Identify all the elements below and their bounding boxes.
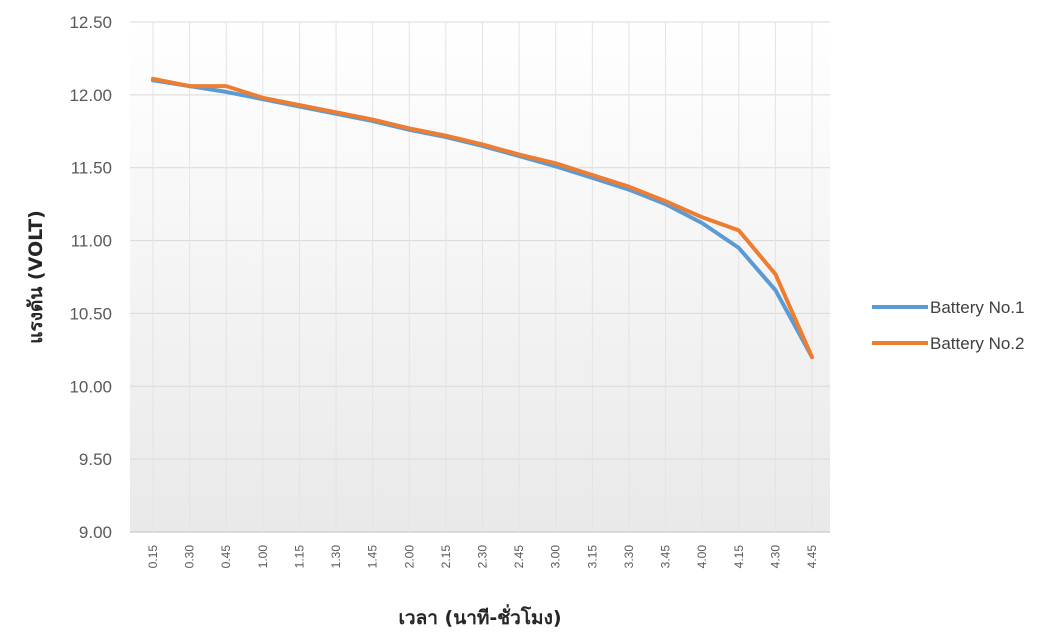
y-tick-label: 10.50 — [69, 304, 112, 323]
x-tick-label: 2.45 — [512, 545, 526, 569]
y-tick-label: 12.00 — [69, 86, 112, 105]
legend-label: Battery No.1 — [930, 298, 1025, 317]
x-tick-label: 1.30 — [329, 545, 343, 569]
y-tick-label: 10.00 — [69, 377, 112, 396]
series-line — [151, 76, 814, 360]
x-tick-label: 0.45 — [219, 545, 233, 569]
y-tick-label: 11.00 — [71, 232, 112, 251]
x-tick-label: 0.30 — [183, 545, 197, 569]
y-tick-label: 9.00 — [79, 523, 112, 542]
x-tick-label: 2.00 — [402, 545, 416, 569]
x-tick-label: 4.45 — [805, 545, 819, 569]
x-tick-label: 4.30 — [768, 545, 782, 569]
x-tick-label: 4.00 — [695, 545, 709, 569]
x-tick-label: 3.30 — [622, 545, 636, 569]
x-tick-label: 3.45 — [659, 545, 673, 569]
plot-area — [130, 22, 830, 532]
y-axis-title: แรงดัน (VOLT) — [25, 210, 47, 343]
y-tick-label: 9.50 — [79, 450, 112, 469]
x-tick-label: 1.00 — [256, 545, 270, 569]
x-tick-label: 2.15 — [439, 545, 453, 569]
legend: Battery No.1 Battery No.2 — [872, 298, 1025, 353]
x-tick-label: 1.15 — [292, 545, 306, 569]
y-tick-label: 11.50 — [71, 159, 112, 178]
x-tick-label: 3.15 — [585, 545, 599, 569]
x-tick-label: 1.45 — [366, 545, 380, 569]
x-tick-label: 3.00 — [549, 545, 563, 569]
x-tick-label: 0.15 — [146, 545, 160, 569]
legend-label: Battery No.2 — [930, 334, 1025, 353]
x-tick-label: 2.30 — [476, 545, 490, 569]
x-axis-title: เวลา (นาที-ชั่วโมง) — [398, 604, 561, 629]
x-tick-label: 4.15 — [732, 545, 746, 569]
y-tick-label: 12.50 — [69, 13, 112, 32]
